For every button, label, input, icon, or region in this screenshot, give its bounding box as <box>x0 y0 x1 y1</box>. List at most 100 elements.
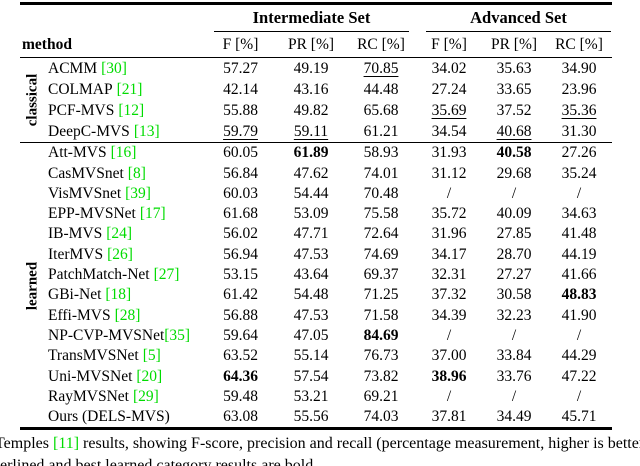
method-cell: VisMVSnet [39] <box>48 184 205 204</box>
method-cell: NP-CVP-MVSNet[35] <box>48 326 205 346</box>
value-cell: 70.85 <box>363 60 399 78</box>
value-cell: 31.30 <box>561 123 597 141</box>
row-label-spacer <box>20 224 48 244</box>
value-cell: 56.84 <box>223 164 258 182</box>
value-cell: 54.44 <box>293 184 329 202</box>
method-name: IterMVS <box>48 245 104 263</box>
method-name: VisMVSnet <box>48 184 122 202</box>
value-cell: 61.68 <box>223 205 258 223</box>
method-cell: Ours (DELS-MVS) <box>48 407 205 427</box>
citation-link[interactable]: [20] <box>136 367 163 385</box>
value-cell: 76.73 <box>363 347 399 365</box>
value-cell: 33.84 <box>496 347 532 365</box>
col-header-pr-advanced: PR [%] <box>490 35 538 53</box>
method-column-header: method <box>22 35 72 53</box>
value-cell: 40.58 <box>496 144 532 162</box>
method-name: DeepC-MVS <box>48 123 130 141</box>
col-header-rc-intermediate: RC [%] <box>357 35 405 53</box>
citation-link[interactable]: [30] <box>101 60 127 78</box>
method-name: Att-MVS <box>48 144 107 162</box>
citation-link[interactable]: [27] <box>153 266 180 284</box>
value-cell: 55.88 <box>223 102 258 120</box>
row-label-spacer <box>20 143 48 163</box>
group-header-spacer <box>20 5 205 32</box>
value-cell: 35.36 <box>561 102 597 120</box>
value-cell: 63.52 <box>223 347 258 365</box>
value-cell: 27.26 <box>561 144 597 162</box>
value-cell: 59.48 <box>223 387 258 405</box>
col-header-f-advanced: F [%] <box>431 35 467 53</box>
group-header-advanced-set: Advanced Set <box>426 5 611 32</box>
value-cell: 23.96 <box>561 81 597 99</box>
method-name: EPP-MVSNet <box>48 205 136 223</box>
table-row: DeepC-MVS [13] 59.79 59.11 61.21 34.54 40.68 31… <box>20 121 612 142</box>
section-label-classical: classical <box>24 73 41 127</box>
value-cell: 60.05 <box>223 144 258 162</box>
value-cell: / <box>446 184 452 202</box>
value-cell: 45.71 <box>561 408 597 426</box>
method-name: Ours (DELS-MVS) <box>48 408 170 426</box>
row-label-spacer <box>20 164 48 184</box>
table-body: ACMM [30] 57.27 49.19 70.85 34.02 35.63 34.90 CO… <box>20 58 612 427</box>
value-cell: 56.02 <box>223 225 258 243</box>
table-row: CasMVSnet [8] 56.84 47.62 74.01 31.12 29.68 35.… <box>20 164 612 184</box>
citation-link[interactable]: [12] <box>118 102 145 120</box>
citation-link[interactable]: [29] <box>132 387 159 405</box>
citation-link[interactable]: [35] <box>164 326 191 344</box>
method-cell: EPP-MVSNet [17] <box>48 204 205 224</box>
value-cell: / <box>511 326 517 344</box>
row-label-spacer <box>20 346 48 366</box>
value-cell: 34.63 <box>561 205 597 223</box>
header-separator-rule <box>20 56 612 59</box>
citation-link[interactable]: [21] <box>116 81 143 99</box>
value-cell: 34.90 <box>561 60 597 78</box>
table-row: TransMVSNet [5] 63.52 55.14 76.73 37.00 33.84 4… <box>20 346 612 366</box>
column-header-row: method F [%] PR [%] RC [%] F [%] PR [%] … <box>20 32 612 57</box>
value-cell: / <box>576 326 582 344</box>
citation-link[interactable]: [26] <box>107 245 133 263</box>
value-cell: 75.58 <box>363 205 399 223</box>
value-cell: 49.82 <box>293 102 329 120</box>
value-cell: 30.58 <box>496 286 532 304</box>
caption-citation-link[interactable]: [11] <box>52 435 80 452</box>
method-cell: Uni-MVSNet [20] <box>48 367 205 387</box>
value-cell: 63.08 <box>223 408 258 426</box>
citation-link[interactable]: [39] <box>125 184 151 202</box>
value-cell: 33.65 <box>496 81 532 99</box>
table-caption: Temples [11] results, showing F-score, p… <box>0 433 640 466</box>
value-cell: 32.31 <box>431 266 467 284</box>
citation-link[interactable]: [13] <box>133 123 160 141</box>
value-cell: 44.48 <box>363 81 399 99</box>
citation-link[interactable]: [18] <box>105 286 132 304</box>
method-name: Uni-MVSNet <box>48 367 133 385</box>
citation-link[interactable]: [5] <box>142 347 161 365</box>
citation-link[interactable]: [16] <box>110 144 137 162</box>
method-cell: PatchMatch-Net [27] <box>48 265 205 285</box>
section-classical: ACMM [30] 57.27 49.19 70.85 34.02 35.63 34.90 CO… <box>20 58 612 144</box>
section-learned: Att-MVS [16] 60.05 61.89 58.93 31.93 40.58 27.2… <box>20 143 612 427</box>
value-cell: 55.14 <box>293 347 329 365</box>
citation-link[interactable]: [8] <box>127 164 146 182</box>
table-row: COLMAP [21] 42.14 43.16 44.48 27.24 33.65 23.96 <box>20 79 612 100</box>
value-cell: 41.66 <box>561 266 597 284</box>
value-cell: 71.25 <box>363 286 399 304</box>
value-cell: 53.21 <box>293 387 329 405</box>
method-name: RayMVSNet <box>48 387 129 405</box>
value-cell: 34.02 <box>431 60 467 78</box>
method-cell: DeepC-MVS [13] <box>48 121 205 142</box>
method-name: ACMM <box>48 60 98 78</box>
value-cell: 65.68 <box>363 102 399 120</box>
value-cell: / <box>576 387 582 405</box>
citation-link[interactable]: [24] <box>106 225 133 243</box>
method-name: IB-MVS <box>48 225 103 243</box>
citation-link[interactable]: [17] <box>139 205 166 223</box>
value-cell: 31.93 <box>431 144 467 162</box>
value-cell: 28.70 <box>496 245 532 263</box>
caption-text: Temples <box>0 435 53 452</box>
value-cell: 60.03 <box>223 184 258 202</box>
value-cell: 27.27 <box>496 266 532 284</box>
value-cell: 29.68 <box>496 164 532 182</box>
table-row: NP-CVP-MVSNet[35] 59.64 47.05 84.69 / / / <box>20 326 612 346</box>
citation-link[interactable]: [28] <box>114 306 141 324</box>
